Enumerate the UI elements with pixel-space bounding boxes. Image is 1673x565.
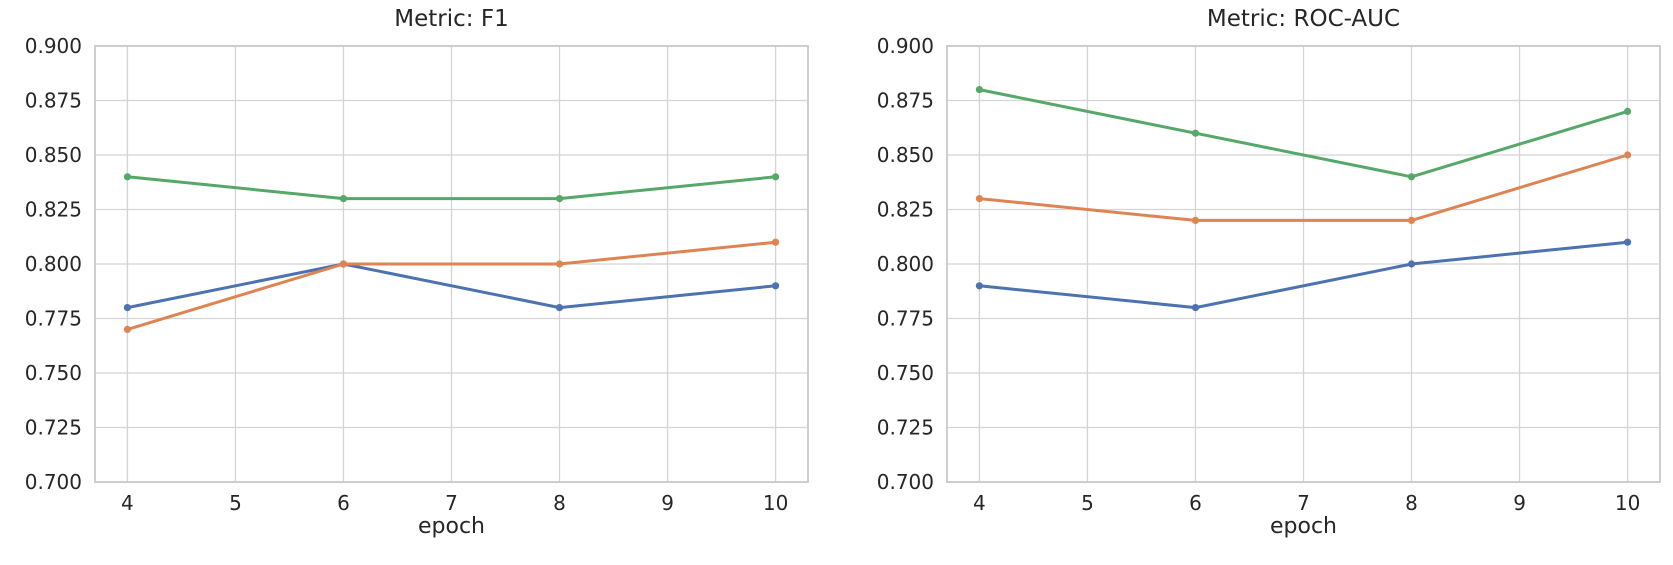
svg-text:9: 9	[661, 491, 674, 515]
svg-text:7: 7	[445, 491, 458, 515]
svg-text:0.875: 0.875	[877, 89, 934, 113]
svg-text:6: 6	[337, 491, 350, 515]
svg-text:0.725: 0.725	[25, 416, 82, 440]
svg-text:8: 8	[553, 491, 566, 515]
svg-text:8: 8	[1405, 491, 1418, 515]
svg-text:0.775: 0.775	[25, 307, 82, 331]
chart-canvas-roc-auc: 0.700 0.725 0.750 0.775 0.800 0.825 0.850 0.875…	[877, 34, 1661, 515]
svg-text:0.775: 0.775	[877, 307, 934, 331]
svg-text:5: 5	[229, 491, 242, 515]
svg-text:0.825: 0.825	[25, 198, 82, 222]
svg-text:0.825: 0.825	[877, 198, 934, 222]
svg-text:10: 10	[763, 491, 788, 515]
chart-title-f1: Metric: F1	[394, 6, 509, 32]
svg-text:0.700: 0.700	[25, 470, 82, 494]
svg-text:0.875: 0.875	[25, 89, 82, 113]
svg-text:6: 6	[1189, 491, 1202, 515]
svg-text:5: 5	[1081, 491, 1094, 515]
svg-text:0.700: 0.700	[877, 470, 934, 494]
svg-text:0.750: 0.750	[25, 361, 82, 385]
chart-panel-roc-auc: Metric: ROC-AUC 0.700 0.725 0.750 0.775 0.80…	[837, 0, 1673, 565]
svg-text:4: 4	[973, 491, 986, 515]
x-axis-label-roc-auc: epoch	[1270, 514, 1337, 539]
svg-text:0.850: 0.850	[877, 143, 934, 167]
svg-text:7: 7	[1297, 491, 1310, 515]
svg-text:0.900: 0.900	[25, 34, 82, 58]
svg-text:0.800: 0.800	[877, 252, 934, 276]
svg-text:0.850: 0.850	[25, 143, 82, 167]
chart-canvas-f1: 0.700 0.725 0.750 0.775 0.800 0.825 0.850 0.875…	[25, 34, 809, 515]
x-axis-label-f1: epoch	[418, 514, 485, 539]
svg-text:0.725: 0.725	[877, 416, 934, 440]
chart-title-roc-auc: Metric: ROC-AUC	[1206, 6, 1401, 32]
svg-text:0.900: 0.900	[877, 34, 934, 58]
svg-text:4: 4	[121, 491, 134, 515]
svg-text:9: 9	[1513, 491, 1526, 515]
svg-text:10: 10	[1615, 491, 1640, 515]
chart-panel-f1: Metric: F1 0.700 0.725 0.750 0.775 0.800 0.82…	[0, 0, 836, 565]
svg-text:0.800: 0.800	[25, 252, 82, 276]
svg-text:0.750: 0.750	[877, 361, 934, 385]
